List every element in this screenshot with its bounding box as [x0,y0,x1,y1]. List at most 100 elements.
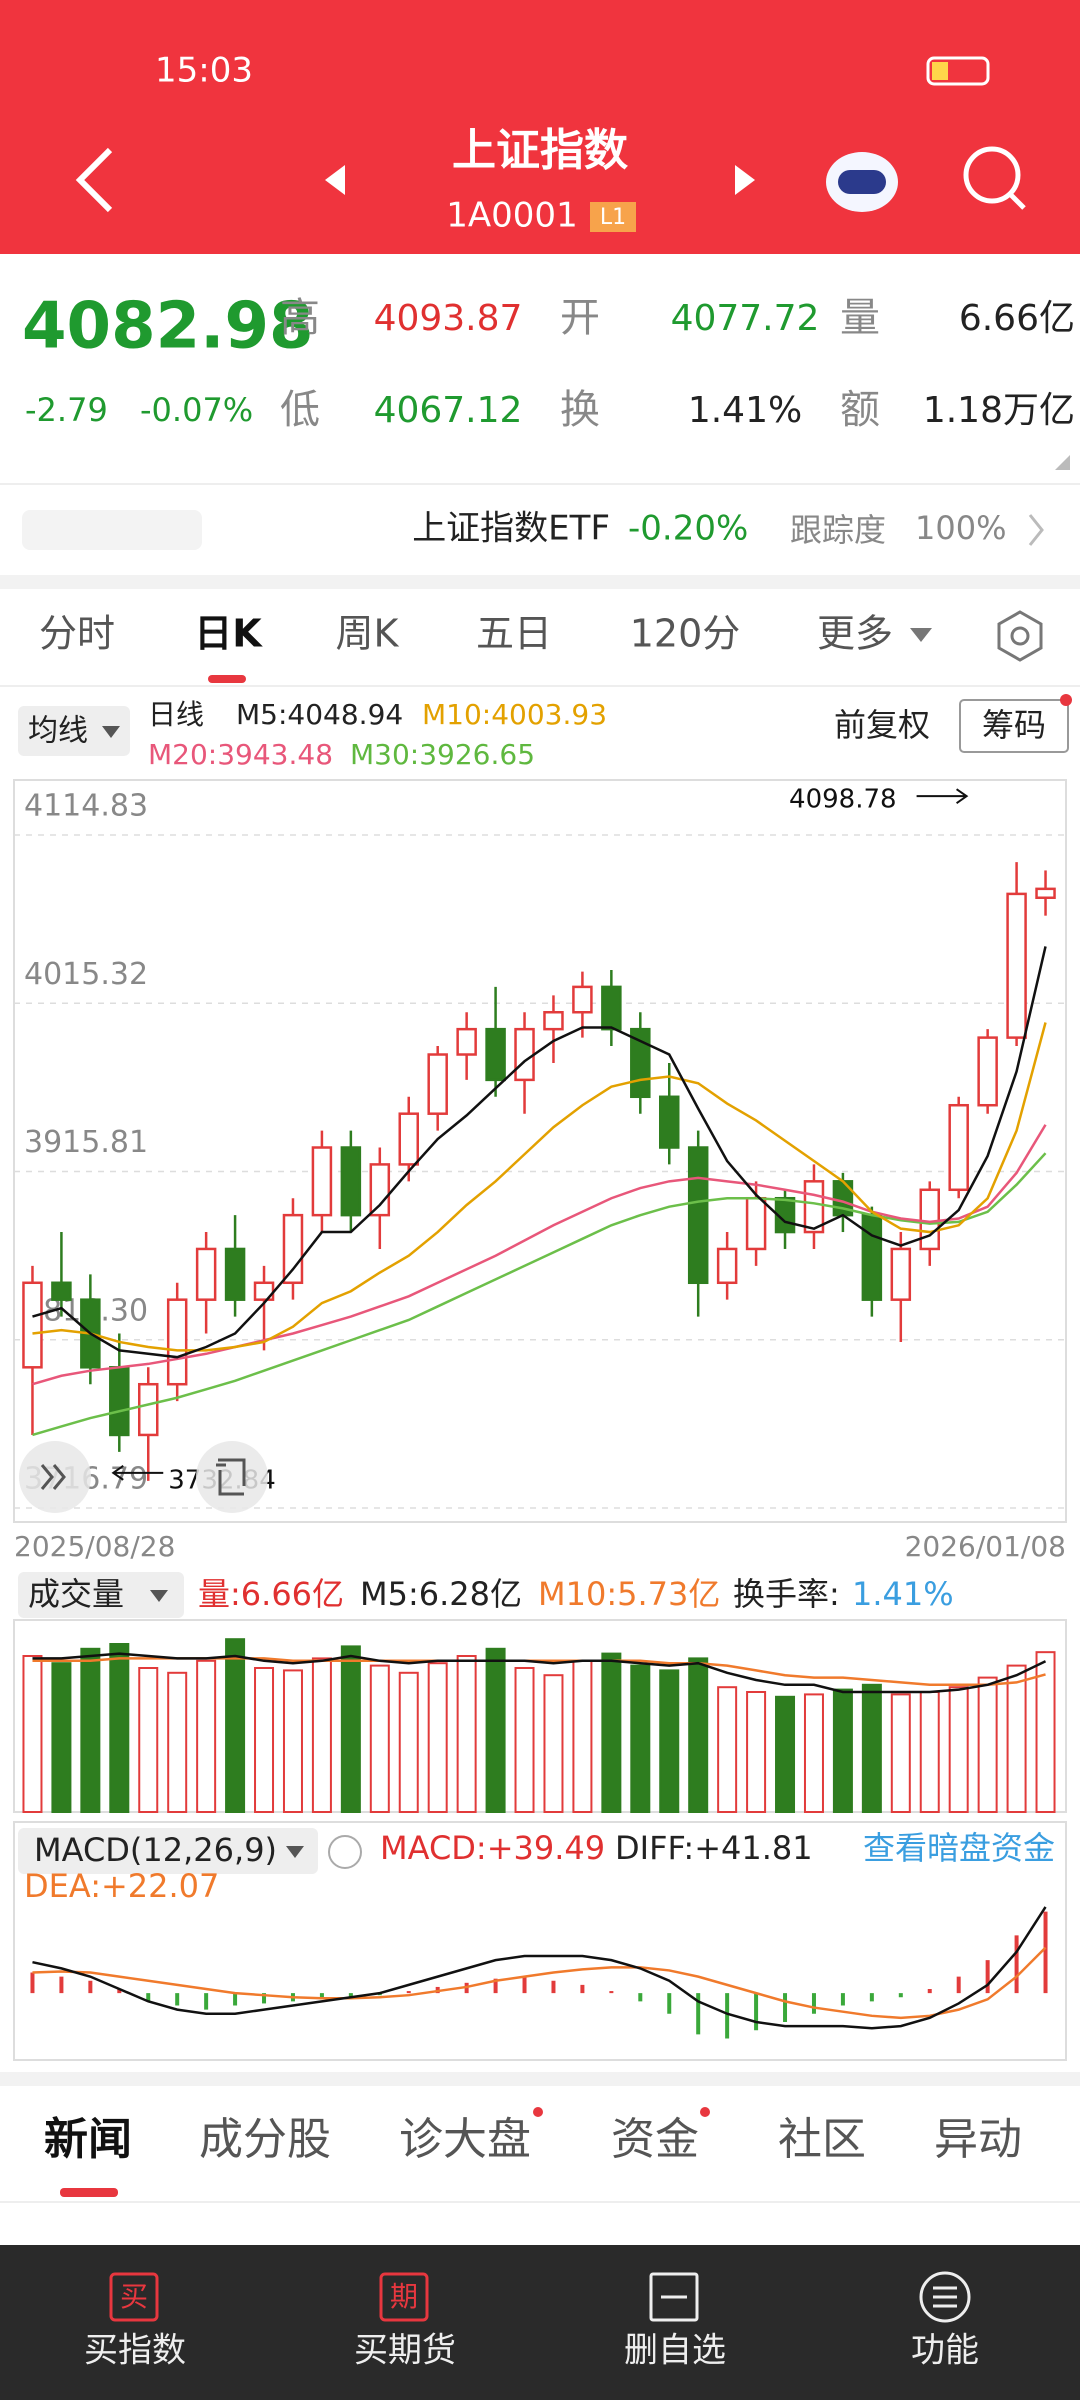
macd-button[interactable] [18,1828,318,1874]
search-handle [1008,192,1026,210]
volume-bar [948,1686,969,1813]
prev-button[interactable] [325,165,345,195]
candle-body [369,1163,391,1217]
red-dot [700,2107,710,2117]
candle-body [890,1247,912,1301]
news-tab[interactable]: 诊大盘 [399,2114,531,2165]
volume-bar [746,1691,767,1813]
tab[interactable]: 周K [336,612,400,656]
macd-name: MACD(12,26,9) [34,1831,277,1869]
field-label: 量 [840,295,880,341]
news-tab[interactable]: 异动 [934,2114,1022,2165]
indicator-button[interactable] [18,1572,184,1618]
volume-bar [803,1693,824,1814]
volume-frame [13,1619,1067,1813]
field-value: 6.66亿 [959,298,1075,339]
macd-link[interactable]: 查看暗盘资金 [863,1829,1055,1867]
end-date: 2026/01/08 [905,1530,1066,1563]
indicator: 成交量 [28,1575,124,1613]
tab-underline [208,675,246,683]
back-button[interactable] [75,147,113,213]
tab[interactable]: 更多 [817,612,893,656]
candle-body [745,1196,767,1251]
settings-button[interactable] [997,610,1043,662]
news-tab[interactable]: 资金 [611,2114,699,2165]
turnover: 1.41% [852,1575,954,1613]
candle-body [543,1010,564,1031]
nav-icon [649,2272,699,2322]
change: -2.79 [25,391,108,429]
ma-type: 均线 [28,714,88,749]
candle-body [687,1146,709,1285]
candle-body [948,1103,969,1192]
volume-bar [977,1676,998,1813]
nav-icon [933,2286,957,2308]
kline-frame [13,779,1067,1523]
candle-body [601,985,622,1031]
candle-body [1035,887,1056,899]
start-date: 2025/08/28 [14,1530,175,1563]
nav-icon [379,2272,429,2322]
help-icon[interactable] [328,1835,362,1869]
candle-body [716,1247,738,1285]
fullscreen-button[interactable] [196,1441,268,1513]
etf-chevron[interactable] [1028,514,1044,546]
title: 上证指数 [452,125,628,176]
candle-body [919,1188,940,1251]
chips-button[interactable] [959,699,1069,753]
candle-body [427,1053,448,1115]
nav-label[interactable]: 功能 [911,2331,979,2371]
candle-body [22,1281,43,1369]
candle-body [977,1036,998,1107]
candle-body [166,1298,188,1386]
tab[interactable]: 日K [194,612,263,656]
ma-legend: M10:4003.93 [422,698,607,731]
macd-legend: DIFF:+41.81 [615,1829,813,1867]
volume-bar [717,1686,738,1813]
nav-label[interactable]: 买指数 [84,2331,186,2371]
field-value: 1.41% [688,390,802,431]
expand-button[interactable] [19,1441,91,1513]
y-tick-label: 4114.83 [24,789,148,824]
volume-bar [485,1647,506,1814]
settings-dot [1010,626,1030,646]
search-button[interactable] [963,146,1021,204]
tab[interactable]: 120分 [630,612,741,656]
candle-body [485,1027,506,1082]
price: 4082.98 [22,290,314,364]
volume-bar [456,1655,477,1813]
volume-bar [427,1662,448,1813]
volume-bar [109,1643,130,1813]
macd-legend: DEA:+22.07 [24,1867,219,1905]
tabs: 分时 日K 周K 五日 120分 更多 [39,612,893,656]
nav-label[interactable]: 买期货 [354,2331,456,2371]
tab[interactable]: 分时 [39,612,115,656]
candle-body [398,1112,419,1166]
vol-legend: 量:6.66亿 [198,1575,344,1613]
volume-bar [51,1662,72,1813]
y-tick-label: 4015.32 [24,957,148,992]
candle-body [340,1146,362,1217]
volume-bar [890,1693,911,1814]
news-tab[interactable]: 成分股 [199,2114,331,2165]
volume-bar [1006,1664,1027,1813]
vol-legend: M5:6.28亿 [360,1575,522,1613]
volume-bar [919,1691,940,1813]
etf-name[interactable]: 上证指数ETF [412,509,610,549]
tab[interactable]: 五日 [476,612,552,656]
indicator-arrow [150,1590,168,1602]
adjust-button[interactable]: 前复权 [834,706,930,744]
news-tab[interactable]: 社区 [778,2114,866,2165]
nav-label[interactable]: 删自选 [624,2331,726,2371]
ma5-line [32,946,1047,1359]
battery-level [932,62,948,80]
macd-chart [30,1906,1048,2039]
ma-legend: M20:3943.48 [148,738,333,771]
ma-type-button[interactable] [18,706,130,756]
news-tab[interactable]: 新闻 [44,2114,132,2165]
volume-bar [601,1652,622,1813]
status-time: 15:03 [155,51,253,91]
ma-legend: M5:4048.94 [236,698,403,731]
field-label: 额 [840,387,880,433]
next-button[interactable] [735,165,755,195]
